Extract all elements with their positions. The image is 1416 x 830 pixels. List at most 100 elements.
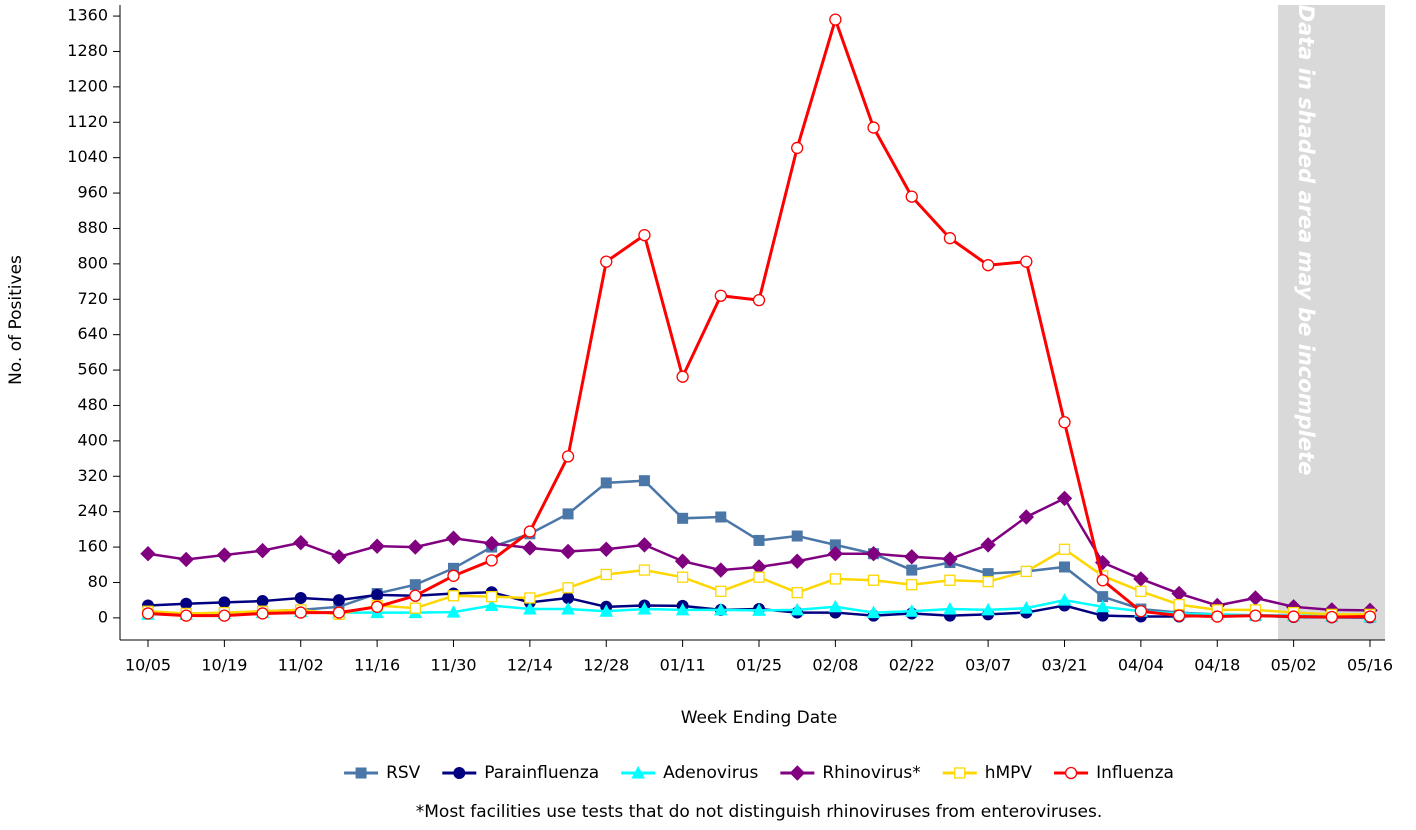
marker bbox=[1287, 610, 1300, 623]
marker bbox=[829, 573, 842, 585]
marker bbox=[409, 589, 422, 602]
x-tick-label: 04/04 bbox=[1118, 656, 1164, 675]
marker bbox=[1133, 571, 1149, 587]
marker bbox=[677, 512, 689, 524]
x-tick-label: 03/07 bbox=[965, 656, 1011, 675]
marker bbox=[180, 609, 193, 622]
legend-item: Influenza bbox=[1054, 763, 1174, 783]
legend-marker bbox=[789, 765, 806, 781]
marker bbox=[294, 606, 307, 619]
marker bbox=[1172, 609, 1186, 622]
y-tick-label: 320 bbox=[77, 466, 108, 485]
y-tick-label: 240 bbox=[77, 501, 108, 520]
y-tick-label: 880 bbox=[77, 218, 108, 237]
marker bbox=[1325, 610, 1338, 624]
marker bbox=[254, 542, 271, 559]
y-tick-label: 800 bbox=[77, 253, 108, 272]
marker bbox=[1135, 585, 1147, 597]
marker bbox=[523, 525, 537, 538]
x-tick-label: 04/18 bbox=[1194, 656, 1240, 675]
marker bbox=[483, 535, 500, 552]
marker bbox=[1096, 574, 1109, 587]
legend-item: RSV bbox=[344, 763, 421, 783]
marker bbox=[1020, 255, 1033, 268]
legend-label: RSV bbox=[386, 763, 421, 783]
marker bbox=[676, 571, 689, 583]
marker bbox=[524, 592, 536, 604]
marker bbox=[943, 601, 957, 615]
marker bbox=[638, 228, 651, 242]
marker bbox=[218, 596, 231, 609]
marker bbox=[600, 477, 612, 489]
footnote: *Most facilities use tests that do not d… bbox=[416, 802, 1103, 822]
marker bbox=[827, 546, 844, 562]
marker bbox=[943, 232, 957, 245]
marker bbox=[675, 602, 690, 616]
legend-item: Adenovirus bbox=[621, 763, 758, 783]
marker bbox=[293, 534, 309, 551]
y-tick-label: 640 bbox=[77, 324, 108, 343]
marker bbox=[829, 13, 842, 26]
marker bbox=[676, 370, 689, 383]
legend-marker bbox=[631, 765, 646, 779]
marker bbox=[140, 546, 156, 562]
legend-label: Influenza bbox=[1096, 763, 1174, 783]
marker bbox=[865, 546, 882, 562]
marker bbox=[904, 604, 919, 617]
marker bbox=[141, 607, 155, 620]
marker bbox=[218, 609, 231, 622]
marker bbox=[370, 600, 384, 613]
y-tick-label: 1360 bbox=[67, 6, 108, 25]
x-tick-label: 05/02 bbox=[1271, 656, 1317, 675]
marker bbox=[637, 601, 652, 615]
marker bbox=[562, 582, 574, 594]
x-tick-label: 02/08 bbox=[812, 656, 858, 675]
x-tick-label: 12/28 bbox=[583, 656, 629, 675]
marker bbox=[981, 602, 995, 616]
marker bbox=[560, 543, 576, 560]
marker bbox=[1058, 416, 1071, 429]
marker bbox=[828, 599, 843, 613]
marker bbox=[407, 539, 424, 555]
marker bbox=[409, 579, 421, 591]
marker bbox=[256, 607, 269, 620]
marker bbox=[1020, 565, 1032, 578]
x-tick-label: 10/05 bbox=[125, 656, 171, 675]
marker bbox=[867, 121, 880, 134]
marker bbox=[904, 549, 920, 565]
marker bbox=[791, 587, 803, 599]
marker bbox=[562, 591, 575, 604]
marker bbox=[715, 511, 727, 523]
marker bbox=[636, 537, 653, 553]
marker bbox=[332, 594, 345, 607]
marker bbox=[866, 605, 881, 619]
marker bbox=[1058, 543, 1071, 555]
x-tick-label: 03/21 bbox=[1041, 656, 1087, 675]
marker bbox=[1018, 509, 1035, 525]
y-tick-label: 80 bbox=[88, 572, 108, 591]
marker bbox=[294, 591, 307, 604]
legend-label: Rhinovirus* bbox=[822, 763, 920, 783]
marker bbox=[447, 590, 460, 602]
marker bbox=[791, 141, 804, 155]
marker bbox=[713, 602, 728, 616]
marker bbox=[752, 603, 766, 616]
legend-item: Parainfluenza bbox=[442, 763, 599, 783]
marker bbox=[446, 605, 461, 618]
marker bbox=[1363, 610, 1377, 623]
marker bbox=[752, 294, 766, 307]
y-tick-label: 960 bbox=[77, 183, 108, 202]
marker bbox=[216, 547, 233, 563]
y-tick-label: 560 bbox=[77, 360, 108, 379]
marker bbox=[982, 575, 994, 588]
marker bbox=[674, 553, 691, 569]
marker bbox=[600, 568, 612, 581]
marker bbox=[447, 569, 460, 582]
marker bbox=[598, 541, 614, 557]
marker bbox=[485, 554, 498, 567]
legend-item: hMPV bbox=[942, 763, 1032, 783]
marker bbox=[1173, 598, 1185, 611]
marker bbox=[1211, 610, 1224, 623]
marker bbox=[1249, 609, 1262, 622]
y-tick-label: 400 bbox=[77, 430, 108, 449]
